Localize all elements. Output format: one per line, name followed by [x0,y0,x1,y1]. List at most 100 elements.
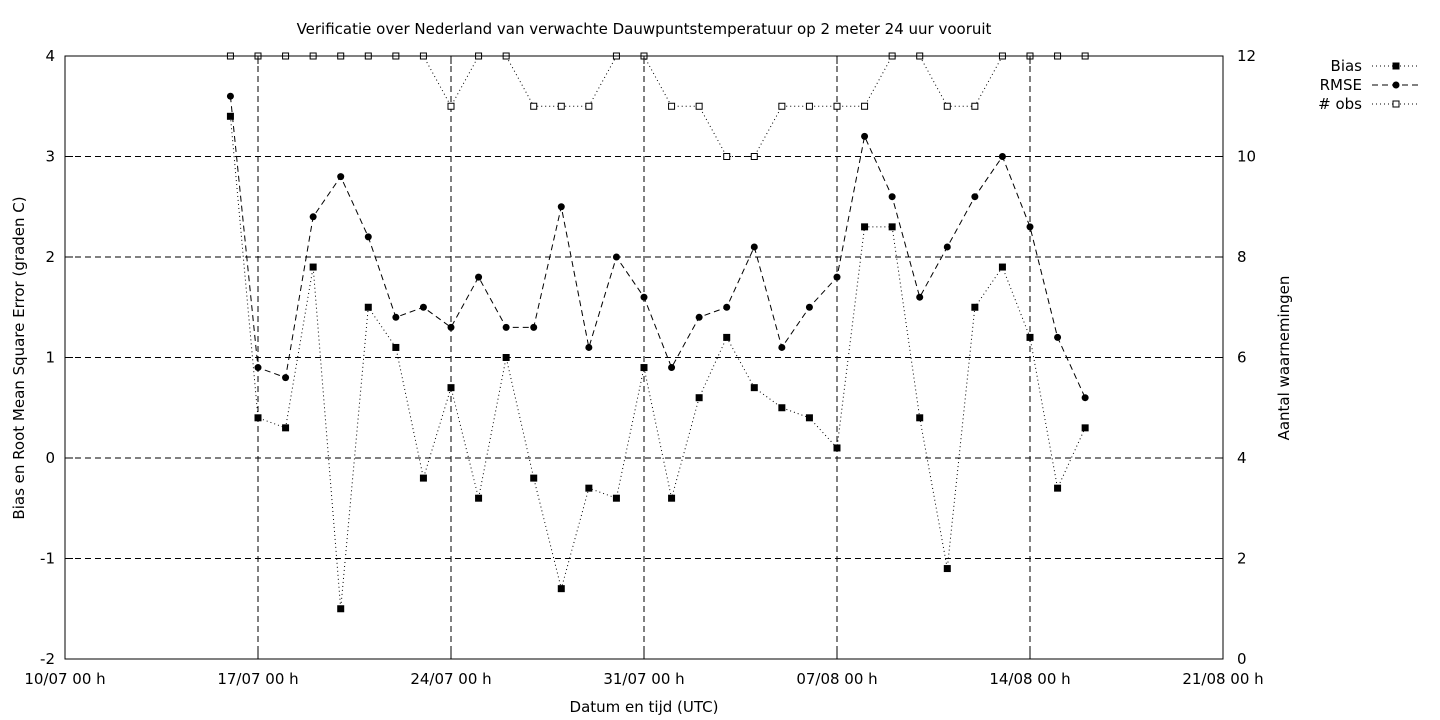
data-point [309,263,317,271]
data-point [557,585,565,593]
data-point [475,494,483,502]
data-point [778,343,786,351]
data-point [998,263,1006,271]
y-tick-label: -2 [40,650,55,668]
data-point [392,343,400,351]
y-tick-label: 2 [45,248,55,266]
data-point [916,414,924,422]
data-point [337,173,345,181]
data-point [723,153,731,160]
series-bias [226,112,1089,613]
data-point [585,484,593,492]
x-tick-label: 14/08 00 h [989,670,1070,688]
data-point [943,102,951,110]
data-point [998,153,1006,160]
y2-tick-label: 4 [1237,449,1247,467]
series-rmse [226,92,1089,402]
data-point [640,364,648,372]
data-point [226,92,234,100]
data-point [392,313,400,321]
data-point [833,444,841,452]
data-point [805,303,813,311]
grid-lines [65,56,1223,659]
x-tick-label: 10/07 00 h [24,670,105,688]
data-point [943,243,951,251]
y2-tick-label: 6 [1237,349,1247,367]
data-point [282,374,290,382]
data-point [447,102,455,110]
data-point [1054,333,1062,341]
data-point [447,384,455,392]
data-point [888,193,896,201]
legend-label: # obs [1318,95,1362,113]
axis-ticks: 10/07 00 h 17/07 00 h 24/07 00 h 31/07 00 h… [24,47,1263,688]
x-tick-label: 07/08 00 h [796,670,877,688]
data-point [1026,333,1034,341]
data-point [254,364,262,372]
data-point [612,494,620,502]
series-obs [226,52,1089,160]
data-point [1054,484,1062,492]
data-point [254,414,262,422]
data-point [1026,223,1034,231]
data-point [364,233,372,241]
x-tick-label: 31/07 00 h [603,670,684,688]
data-point [226,112,234,120]
data-point [282,424,290,432]
data-point [695,394,703,402]
data-point [337,605,345,613]
y-tick-label: -1 [40,550,55,568]
series-line [229,96,1086,398]
series-line [230,55,1086,157]
data-point [750,243,758,251]
data-point [475,273,483,281]
data-point [530,102,538,110]
data-point [833,273,841,281]
legend-marker [1392,62,1400,70]
data-point [833,102,841,110]
legend-marker [1392,81,1400,89]
y-tick-label: 1 [45,349,55,367]
y2-axis-label: Aantal waarnemingen [1275,276,1293,441]
data-point [750,384,758,392]
series-layer [226,52,1089,613]
data-point [861,223,869,231]
legend-item: # obs [1318,95,1420,113]
data-point [1081,394,1089,402]
y-axis-label: Bias en Root Mean Square Error (graden C… [10,196,28,519]
data-point [309,213,317,221]
data-point [723,333,731,341]
y-tick-label: 4 [45,47,55,65]
data-point [861,102,869,110]
data-point [585,343,593,351]
data-point [943,565,951,573]
y2-tick-label: 2 [1237,550,1247,568]
data-point [778,404,786,412]
legend-item: RMSE [1320,76,1420,94]
data-point [695,102,703,110]
legend-marker [1392,100,1400,108]
data-point [640,293,648,301]
data-point [971,102,979,110]
data-point [530,474,538,482]
data-point [750,153,758,160]
data-point [557,203,565,211]
y2-tick-label: 12 [1237,47,1256,65]
data-point [557,102,565,110]
y-tick-label: 3 [45,148,55,166]
data-point [364,303,372,311]
legend-label: Bias [1331,57,1363,75]
data-point [668,102,676,110]
data-point [502,354,510,361]
y-tick-label: 0 [45,449,55,467]
data-point [888,223,896,231]
data-point [1081,424,1089,432]
data-point [502,323,510,331]
x-axis-label: Datum en tijd (UTC) [570,698,719,716]
legend-item: Bias [1331,57,1420,75]
series-line [229,116,1086,609]
data-point [805,414,813,422]
data-point [447,323,455,331]
data-point [668,494,676,502]
